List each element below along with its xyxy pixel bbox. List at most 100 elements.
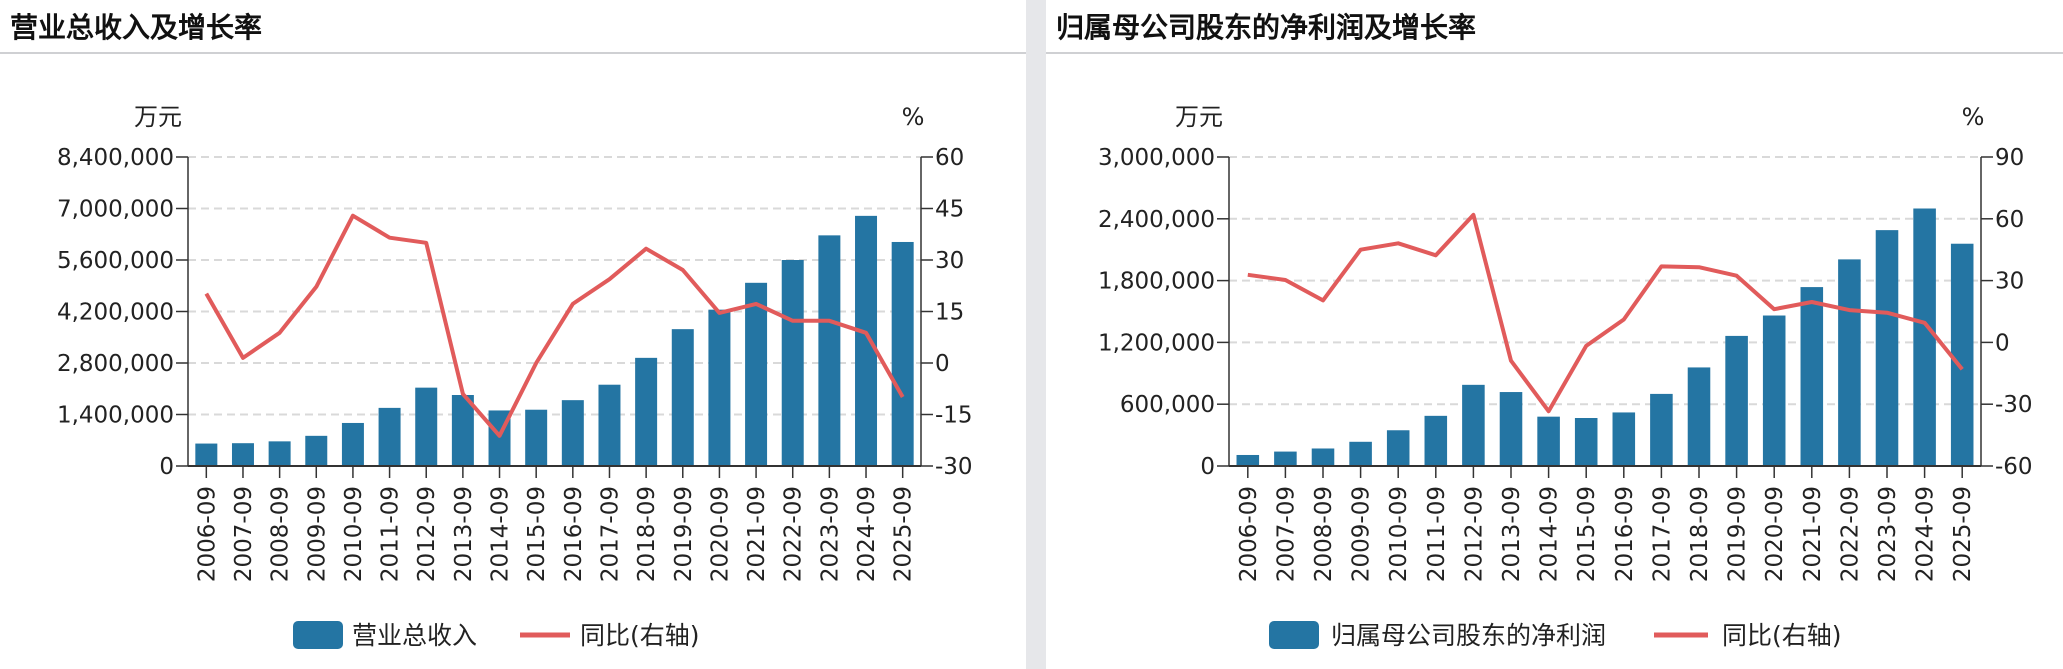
bar bbox=[1612, 412, 1636, 466]
bar bbox=[1838, 259, 1861, 466]
chart-title: 营业总收入及增长率 bbox=[10, 11, 263, 44]
x-axis-tick-label: 2012-09 bbox=[414, 486, 440, 582]
left-axis-tick-label: 0 bbox=[159, 454, 174, 480]
chart-title: 归属母公司股东的净利润及增长率 bbox=[1056, 11, 1477, 44]
right-axis-tick-label: 15 bbox=[935, 300, 964, 326]
x-axis-tick-label: 2008-09 bbox=[268, 486, 294, 582]
revenue-chart: 万元 % 0 1,400,000 2,800,000 4,200,000 5,600,000… bbox=[57, 103, 973, 650]
bar bbox=[1800, 287, 1824, 466]
bar bbox=[781, 260, 804, 466]
title-divider bbox=[1046, 52, 2063, 54]
legend-bar-swatch bbox=[1269, 621, 1319, 649]
left-axis-tick-label: 1,800,000 bbox=[1098, 269, 1215, 295]
bar bbox=[1950, 243, 1974, 466]
growth-line bbox=[1247, 212, 1964, 414]
right-axis-tick-label: 30 bbox=[935, 248, 964, 274]
x-axis-tick-label: 2007-09 bbox=[231, 486, 257, 582]
bar bbox=[195, 443, 218, 466]
bar bbox=[525, 409, 548, 466]
bar bbox=[1875, 230, 1899, 466]
x-axis-tick-label: 2008-09 bbox=[1311, 486, 1337, 582]
bar bbox=[305, 435, 328, 466]
left-axis-tick-label: 1,200,000 bbox=[1098, 330, 1215, 356]
legend-line-label: 同比(右轴) bbox=[1722, 621, 1842, 650]
x-axis-tick-label: 2023-09 bbox=[1875, 486, 1901, 582]
bar bbox=[561, 400, 584, 466]
x-axis-tick-label: 2025-09 bbox=[891, 486, 917, 582]
bar bbox=[745, 282, 768, 466]
x-axis-tick-label: 2015-09 bbox=[1574, 486, 1600, 582]
right-axis-tick-label: -30 bbox=[1995, 392, 2033, 418]
legend-bar-swatch bbox=[293, 621, 343, 649]
revenue-chart-panel: 营业总收入及增长率 万元% 0 1,400,000 2,800,000 4,200,00… bbox=[0, 0, 1026, 669]
x-axis-tick-label: 2016-09 bbox=[561, 486, 587, 582]
x-axis-tick-label: 2006-09 bbox=[194, 486, 220, 582]
x-axis-tick-label: 2016-09 bbox=[1612, 486, 1638, 582]
bar bbox=[818, 235, 841, 466]
legend-bar-label: 营业总收入 bbox=[352, 621, 477, 650]
left-axis-tick-label: 5,600,000 bbox=[57, 248, 174, 274]
bar bbox=[891, 241, 914, 466]
right-axis-tick-label: 30 bbox=[1995, 269, 2024, 295]
bar bbox=[1274, 451, 1297, 466]
x-axis-tick-label: 2022-09 bbox=[1837, 486, 1863, 582]
right-axis-tick-label: 60 bbox=[935, 145, 964, 171]
bar bbox=[1913, 208, 1936, 466]
right-axis-tick-label: 0 bbox=[1995, 330, 2010, 356]
x-axis-tick-label: 2018-09 bbox=[634, 486, 660, 582]
x-axis-tick-label: 2017-09 bbox=[597, 486, 623, 582]
net-profit-chart: 万元 % 0 600,000 1,200,000 1,800,000 2,400,000 3,… bbox=[1098, 103, 2033, 650]
left-axis-tick-label: 8,400,000 bbox=[57, 145, 174, 171]
x-axis-tick-label: 2018-09 bbox=[1687, 486, 1713, 582]
bar bbox=[1762, 315, 1786, 466]
x-axis-tick-label: 2013-09 bbox=[451, 486, 477, 582]
x-axis-tick-label: 2014-09 bbox=[488, 486, 514, 582]
bar bbox=[598, 384, 621, 466]
growth-line bbox=[204, 213, 905, 438]
right-axis-tick-label: -15 bbox=[935, 403, 973, 429]
net-profit-chart-panel: 归属母公司股东的净利润及增长率 万元% 0 600,000 1,200,000 1,80… bbox=[1046, 0, 2063, 669]
bar bbox=[341, 422, 364, 466]
x-axis-tick-label: 2022-09 bbox=[781, 486, 807, 582]
x-axis-tick-label: 2011-09 bbox=[1424, 486, 1450, 582]
bar bbox=[1462, 384, 1485, 466]
x-axis-tick-label: 2015-09 bbox=[524, 486, 550, 582]
x-axis-tick-label: 2024-09 bbox=[854, 486, 880, 582]
x-axis-tick-label: 2024-09 bbox=[1913, 486, 1939, 582]
x-axis-tick-label: 2014-09 bbox=[1537, 486, 1563, 582]
bar bbox=[378, 407, 401, 466]
bar bbox=[1386, 430, 1410, 466]
left-axis-tick-label: 4,200,000 bbox=[57, 300, 174, 326]
bar bbox=[451, 395, 474, 466]
right-axis-tick-label: 45 bbox=[935, 197, 964, 223]
bar bbox=[635, 357, 658, 466]
left-axis-tick-label: 0 bbox=[1200, 454, 1215, 480]
x-axis-tick-label: 2019-09 bbox=[671, 486, 697, 582]
right-axis-tick-label: -60 bbox=[1995, 454, 2033, 480]
x-axis-tick-label: 2009-09 bbox=[304, 486, 330, 582]
x-axis-tick-label: 2010-09 bbox=[341, 486, 367, 582]
left-axis-tick-label: 3,000,000 bbox=[1098, 145, 1215, 171]
bar bbox=[671, 329, 694, 466]
bar bbox=[1424, 415, 1448, 466]
x-axis-tick-label: 2021-09 bbox=[744, 486, 770, 582]
x-axis-tick-label: 2020-09 bbox=[1762, 486, 1788, 582]
bar bbox=[231, 443, 254, 466]
bar bbox=[415, 387, 438, 466]
bar bbox=[1311, 448, 1335, 466]
bar bbox=[1537, 416, 1560, 466]
bar bbox=[1499, 392, 1523, 466]
x-axis-tick-label: 2007-09 bbox=[1273, 486, 1299, 582]
bar bbox=[1236, 454, 1260, 466]
legend-line-label: 同比(右轴) bbox=[580, 621, 700, 650]
title-divider bbox=[0, 52, 1026, 54]
x-axis-tick-label: 2019-09 bbox=[1725, 486, 1751, 582]
panel-divider bbox=[1026, 0, 1046, 669]
left-axis-tick-label: 2,400,000 bbox=[1098, 207, 1215, 233]
x-axis-tick-label: 2023-09 bbox=[817, 486, 843, 582]
right-axis-tick-label: 90 bbox=[1995, 145, 2024, 171]
x-axis-tick-label: 2010-09 bbox=[1386, 486, 1412, 582]
left-axis-tick-label: 7,000,000 bbox=[57, 197, 174, 223]
bar bbox=[1725, 335, 1748, 466]
bar bbox=[1650, 393, 1673, 466]
